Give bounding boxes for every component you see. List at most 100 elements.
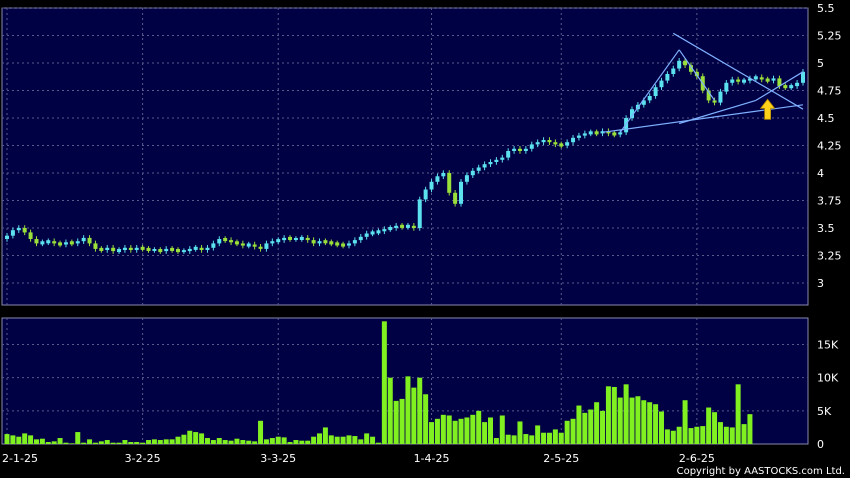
- volume-bar: [51, 441, 57, 444]
- volume-bar: [694, 426, 700, 444]
- volume-bar: [647, 402, 653, 444]
- candle-body: [771, 78, 776, 81]
- volume-bar: [204, 438, 210, 444]
- candle-body: [423, 189, 428, 200]
- volume-bar: [358, 439, 364, 444]
- volume-bar: [311, 436, 317, 444]
- volume-bar: [387, 377, 393, 444]
- volume-tick-label: 0: [817, 438, 824, 451]
- candle-body: [128, 247, 133, 250]
- volume-bar: [517, 421, 523, 444]
- candle-body: [34, 239, 39, 244]
- candle-body: [93, 243, 98, 249]
- candle-body: [677, 60, 682, 69]
- candle-body: [618, 132, 623, 135]
- date-tick-label: 2-6-25: [679, 452, 715, 465]
- candle-body: [122, 247, 127, 250]
- volume-bar: [16, 436, 22, 444]
- candle-body: [223, 238, 228, 242]
- candle-body: [394, 225, 399, 228]
- volume-bar: [122, 440, 128, 444]
- candle-body: [205, 247, 210, 250]
- candle-body: [571, 137, 576, 143]
- candle-body: [535, 142, 540, 145]
- volume-bar: [452, 420, 458, 444]
- candle-body: [323, 240, 328, 244]
- volume-bar: [417, 377, 423, 444]
- candle-body: [234, 241, 239, 245]
- volume-bar: [558, 432, 564, 444]
- candle-body: [671, 68, 676, 74]
- candle-body: [777, 78, 782, 87]
- volume-bar: [334, 436, 340, 444]
- candle-body: [81, 237, 86, 242]
- volume-bar: [482, 422, 488, 444]
- candle-body: [388, 227, 393, 231]
- volume-bar: [576, 405, 582, 444]
- candlestick-series: [5, 58, 805, 254]
- candle-body: [187, 248, 192, 252]
- date-tick-label: 1-4-25: [414, 452, 450, 465]
- volume-bar: [39, 438, 45, 444]
- candle-body: [783, 85, 788, 89]
- candle-body: [500, 157, 505, 160]
- candle-body: [565, 142, 570, 146]
- volume-bar: [57, 438, 63, 444]
- copyright-notice: Copyright by AASTOCKS.com Ltd.: [677, 466, 845, 477]
- candle-body: [288, 236, 293, 240]
- volume-bar: [735, 384, 741, 444]
- volume-bar: [511, 435, 517, 444]
- candle-body: [588, 131, 593, 135]
- trend-line: [619, 49, 680, 133]
- date-tick-label: 3-2-25: [125, 452, 161, 465]
- volume-bar: [287, 442, 293, 444]
- candle-body: [795, 82, 800, 87]
- volume-bar: [33, 439, 39, 444]
- volume-bar: [741, 424, 747, 444]
- candle-body: [435, 176, 440, 182]
- candle-body: [694, 71, 699, 77]
- volume-bar: [505, 434, 511, 444]
- volume-bar: [588, 409, 594, 444]
- price-tick-label: 3: [817, 277, 824, 290]
- volume-bar: [611, 386, 617, 444]
- date-tick-label: 2-1-25: [2, 452, 38, 465]
- candle-body: [346, 243, 351, 246]
- candle-body: [706, 90, 711, 101]
- price-panel: [1, 7, 809, 306]
- volume-bar: [210, 440, 216, 444]
- volume-bar: [670, 430, 676, 444]
- price-tick-label: 4.5: [817, 112, 835, 125]
- candle-body: [299, 236, 304, 240]
- candle-body: [140, 246, 145, 250]
- volume-bar: [134, 442, 140, 444]
- price-tick-label: 3.75: [817, 195, 842, 208]
- candle-body: [10, 230, 15, 236]
- volume-bar: [641, 400, 647, 444]
- candle-body: [28, 232, 33, 239]
- volume-bar: [75, 432, 81, 444]
- candle-body: [69, 241, 74, 245]
- candle-body: [553, 142, 558, 145]
- candle-body: [429, 181, 434, 190]
- volume-bar: [216, 438, 222, 444]
- candle-body: [170, 247, 175, 251]
- volume-bar: [529, 435, 535, 444]
- volume-bar: [582, 412, 588, 444]
- volume-bar: [63, 442, 69, 444]
- volume-tick-label: 5K: [817, 405, 832, 418]
- candle-body: [742, 79, 747, 83]
- candle-body: [193, 246, 198, 250]
- volume-bar: [340, 436, 346, 444]
- candle-body: [370, 231, 375, 235]
- volume-bar: [146, 440, 152, 444]
- volume-bar: [175, 436, 181, 444]
- volume-bar: [263, 439, 269, 444]
- volume-bar: [305, 440, 311, 444]
- volume-bar: [493, 438, 499, 444]
- price-tick-label: 3.25: [817, 250, 842, 263]
- volume-bar: [193, 432, 199, 444]
- candle-body: [765, 78, 770, 82]
- volume-bar: [405, 376, 411, 444]
- candle-body: [311, 240, 316, 244]
